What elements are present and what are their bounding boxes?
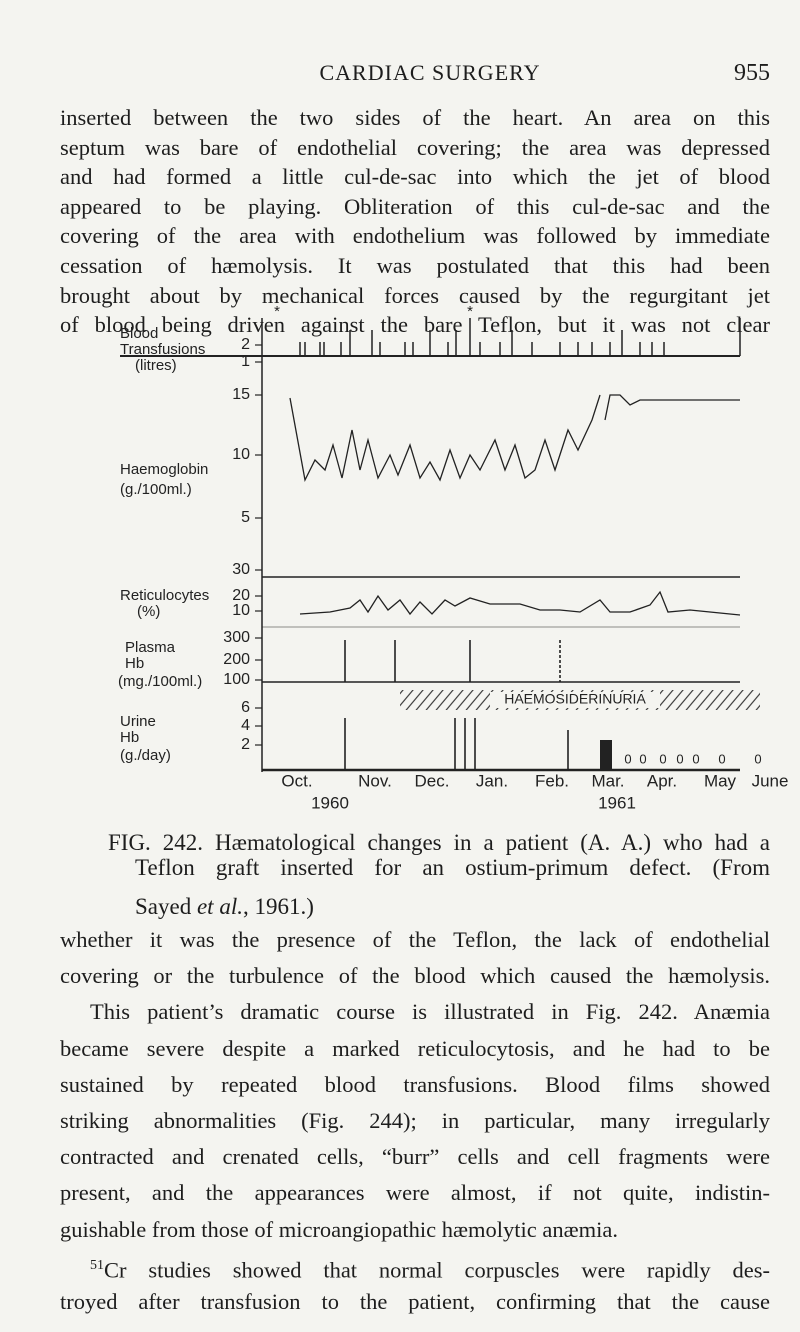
transfusion-bars xyxy=(299,330,665,356)
running-head: CARDIAC SURGERY xyxy=(319,60,541,85)
month-label: Dec. xyxy=(415,771,450,790)
tick-label: 5 xyxy=(241,509,250,526)
text-line: guishable from those of microangiopathic… xyxy=(60,1216,619,1242)
text-line: septum was bare of endothelial covering;… xyxy=(60,134,770,160)
panel-label: (mg./100ml.) xyxy=(118,673,202,690)
text-line: 51Cr studies showed that normal corpuscl… xyxy=(90,1251,770,1283)
panel-label: (litres) xyxy=(135,357,177,374)
panel-label: (%) xyxy=(137,603,160,620)
text-line: striking abnormalities (Fig. 244); in pa… xyxy=(60,1108,770,1133)
month-label: Apr. xyxy=(647,771,677,790)
reticulocyte-trace xyxy=(299,590,741,616)
text-line: and had formed a little cul-de-sac into … xyxy=(60,164,770,190)
zero-mark: 0 xyxy=(754,751,761,766)
zero-mark: 0 xyxy=(676,751,683,766)
month-label: Oct. xyxy=(281,771,312,790)
text-line: became severe despite a marked reticuloc… xyxy=(60,1035,770,1061)
band-label: HAEMOSIDERINURIA xyxy=(504,691,646,707)
tick-label: 4 xyxy=(241,717,250,734)
text-line: This patient’s dramatic course is illust… xyxy=(90,999,770,1025)
band-label-bg xyxy=(490,692,660,708)
zero-mark: 0 xyxy=(624,751,631,766)
tick-label: 20 xyxy=(232,587,250,604)
plasma-hb-bars xyxy=(344,640,561,682)
caption-line: FIG. 242. Hæmatological changes in a pat… xyxy=(108,830,770,855)
panel-label: Haemoglobin xyxy=(120,461,208,478)
month-label: Nov. xyxy=(358,771,392,790)
month-label: Jan. xyxy=(476,771,508,790)
tick-label: 100 xyxy=(223,671,250,688)
tick-label: 2 xyxy=(241,336,250,353)
zero-mark: 0 xyxy=(659,751,666,766)
figure: * * HAEMOSIDERINURIA xyxy=(118,303,789,813)
text-line: appeared to be playing. Obliteration of … xyxy=(60,193,770,219)
text-line: present, and the appearances were almost… xyxy=(60,1180,770,1206)
caption-line: Teflon graft inserted for an ostium-prim… xyxy=(135,855,770,880)
zero-mark: 0 xyxy=(692,751,699,766)
month-label: May xyxy=(704,771,737,790)
text-line: contracted and crenated cells, “burr” ce… xyxy=(60,1144,770,1170)
caption-italic: et al. xyxy=(196,894,243,919)
marker: * xyxy=(274,303,280,320)
panel-label: Transfusions xyxy=(120,341,205,358)
text-line: whether it was the presence of the Teflo… xyxy=(60,927,770,952)
year-label: 1961 xyxy=(598,793,636,812)
text-line: sustained by repeated blood transfusions… xyxy=(60,1071,770,1097)
urine-hb-bars xyxy=(344,718,569,770)
panel-label: Plasma xyxy=(125,639,176,656)
page-number: 955 xyxy=(734,60,770,86)
superscript: 51 xyxy=(90,1257,104,1273)
caption-text: , 1961.) xyxy=(242,894,314,919)
text-line: brought about by mechanical forces cause… xyxy=(60,282,770,308)
text-line: of blood being driven against the bare T… xyxy=(60,312,770,338)
tick-label: 10 xyxy=(232,602,250,619)
tick-label: 30 xyxy=(232,561,250,578)
panel-label: Hb xyxy=(120,729,139,746)
zero-mark: 0 xyxy=(639,751,646,766)
panel-label: Urine xyxy=(120,713,156,730)
tick-label: 300 xyxy=(223,629,250,646)
marker: * xyxy=(467,303,473,320)
text-line: cessation of hæmolysis. It was postulate… xyxy=(60,253,770,278)
panel-label: (g./100ml.) xyxy=(120,481,192,498)
caption-text: Sayed xyxy=(135,894,197,919)
month-label: Feb. xyxy=(535,771,569,790)
tick-label: 2 xyxy=(241,736,250,753)
text-line: covering or the turbulence of the blood … xyxy=(60,963,770,989)
haemoglobin-trace xyxy=(289,394,601,483)
tick-label: 15 xyxy=(232,386,250,403)
panel-label: (g./day) xyxy=(120,747,171,764)
text-line: troyed after transfusion to the patient,… xyxy=(60,1289,770,1314)
tick-label: 10 xyxy=(232,446,250,463)
panel-label: Reticulocytes xyxy=(120,587,209,604)
panel-label: Blood xyxy=(120,325,158,342)
panel-label: Hb xyxy=(125,655,144,672)
text-line: inserted between the two sides of the he… xyxy=(60,105,770,130)
text-line: covering of the area with endothelium wa… xyxy=(60,223,770,249)
text: Cr studies showed that normal corpuscles… xyxy=(104,1257,770,1283)
tick-label: 1 xyxy=(241,353,250,370)
urine-hb-block xyxy=(600,740,612,770)
zero-mark: 0 xyxy=(718,751,725,766)
haemoglobin-trace xyxy=(604,394,740,421)
caption-line: Sayed et al., 1961.) xyxy=(135,892,314,922)
year-label: 1960 xyxy=(311,793,349,812)
tick-label: 200 xyxy=(223,651,250,668)
month-label: June xyxy=(752,771,789,790)
month-label: Mar. xyxy=(591,771,624,790)
tick-label: 6 xyxy=(241,699,250,716)
